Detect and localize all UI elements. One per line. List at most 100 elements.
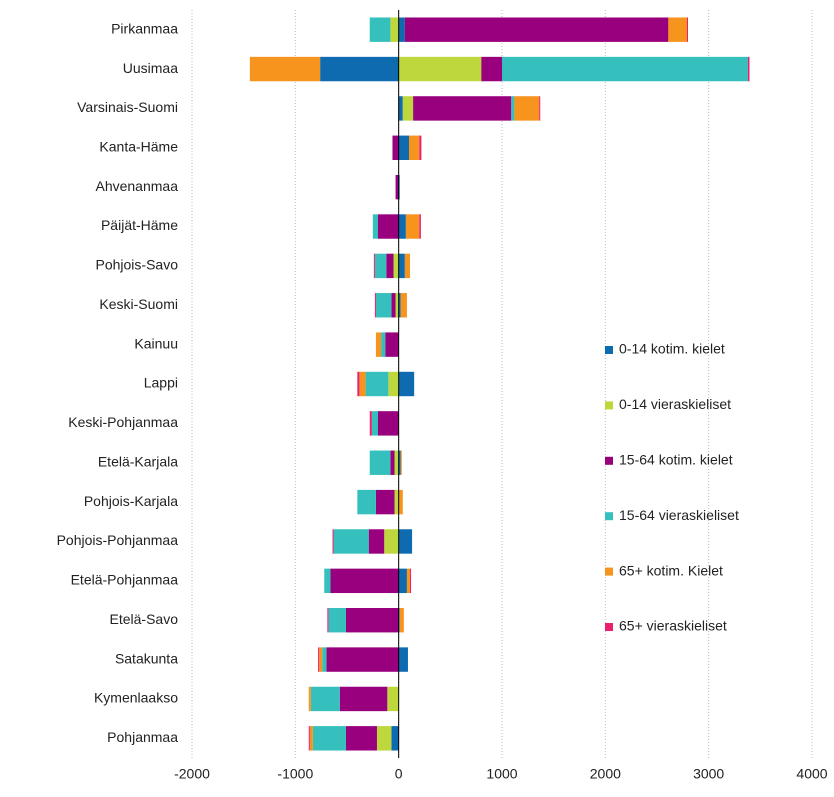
bar-segment [410,568,412,594]
legend-label: 65+ vieraskieliset [619,618,727,634]
bar-segment [395,174,399,200]
bar-segment [398,293,401,318]
bar-segment [390,450,395,475]
bar-segment [308,686,311,712]
bar-segment [332,529,334,554]
bar-segment [404,253,411,279]
bar-segment [395,293,399,318]
bar-segment [368,529,385,554]
legend-swatch [605,456,613,465]
bar-segment [357,489,376,515]
bar-segment [249,56,321,82]
bar-segment [413,96,512,121]
bar-segment [326,647,399,672]
bar-segment [387,686,399,712]
bar-segment [398,135,409,160]
x-tick-label: -1000 [277,766,313,782]
y-tick-label: Uusimaa [123,60,178,76]
bar-segment [376,726,392,751]
y-tick-label: Etelä-Karjala [98,453,178,469]
y-tick-label: Keski-Pohjanmaa [68,414,178,430]
legend-swatch [605,346,613,354]
bar-segment [345,608,399,633]
legend-label: 15-64 kotim. kielet [619,452,733,468]
bar-segment [375,489,395,515]
bar-segment [398,17,405,42]
bar-segment [398,489,403,515]
x-tick-label: 1000 [486,766,517,782]
y-tick-label: Pirkanmaa [111,20,178,36]
bar-segment [398,253,405,279]
y-tick-label: Päijät-Häme [101,217,178,233]
bar-segment [398,568,407,594]
bar-segment [318,647,320,672]
x-tick-label: 4000 [796,766,827,782]
bar-segment [328,608,346,633]
bar-segment [402,96,414,121]
y-tick-label: Pohjois-Pohjanmaa [57,532,179,548]
bar-segment [398,608,400,633]
bar-segment [330,568,399,594]
bar-segment [365,371,389,397]
y-tick-label: Keski-Suomi [99,296,178,312]
bar-segment [369,411,372,436]
bar-segment [310,686,340,712]
legend-swatch [605,401,613,410]
bar-segment [308,726,310,751]
bar-segment [378,214,399,239]
bar-segment [390,17,399,42]
bar-segment [398,529,413,554]
bar-segment [394,489,399,515]
legend-label: 15-64 vieraskieliset [619,507,739,523]
bar-segment [404,17,669,42]
bar-segment [398,214,406,239]
legend-swatch [605,567,613,576]
bar-segment [339,686,388,712]
bar-segment [419,135,422,160]
bar-segment [333,529,369,554]
bar-segment [409,135,420,160]
legend-label: 65+ kotim. Kielet [619,562,723,578]
bar-segment [388,371,399,397]
bar-segment [686,17,688,42]
y-tick-label: Etelä-Pohjanmaa [71,572,179,588]
bar-segment [385,332,399,357]
x-tick-label: 3000 [693,766,724,782]
bar-segment [372,214,378,239]
y-tick-label: Satakunta [115,650,178,666]
bar-segment [369,450,391,475]
x-tick-label: 0 [395,766,403,782]
y-tick-label: Lappi [144,375,178,391]
bar-segment [405,214,420,239]
bar-segment [312,726,346,751]
bar-segment [406,568,411,594]
bar-segment [327,608,329,633]
bar-segment [394,450,399,475]
bar-segment [514,96,540,121]
bar-segment [319,647,323,672]
x-tick-label: -2000 [174,766,210,782]
legend-label: 0-14 vieraskieliset [619,396,731,412]
y-tick-label: Varsinais-Suomi [77,99,178,115]
y-tick-label: Pohjois-Savo [96,257,179,273]
y-tick-label: Ahvenanmaa [95,178,178,194]
bar-segment [398,174,400,200]
y-tick-label: Kanta-Häme [99,138,178,154]
bar-segment [502,56,748,82]
bar-segment [386,253,394,279]
bar-segment [398,56,482,82]
bar-segment [309,726,313,751]
bar-segment [324,568,331,594]
bar-segment [391,726,399,751]
bar-segment [374,293,376,318]
bar-segment [345,726,377,751]
bar-segment [359,371,366,397]
bar-segment [375,332,382,357]
bar-segment [378,411,399,436]
legend-label: 0-14 kotim. kielet [619,341,725,357]
bar-segment [398,96,403,121]
bar-segment [384,529,399,554]
bar-segment [398,450,401,475]
bar-segment [481,56,502,82]
y-tick-label: Kainuu [134,335,178,351]
